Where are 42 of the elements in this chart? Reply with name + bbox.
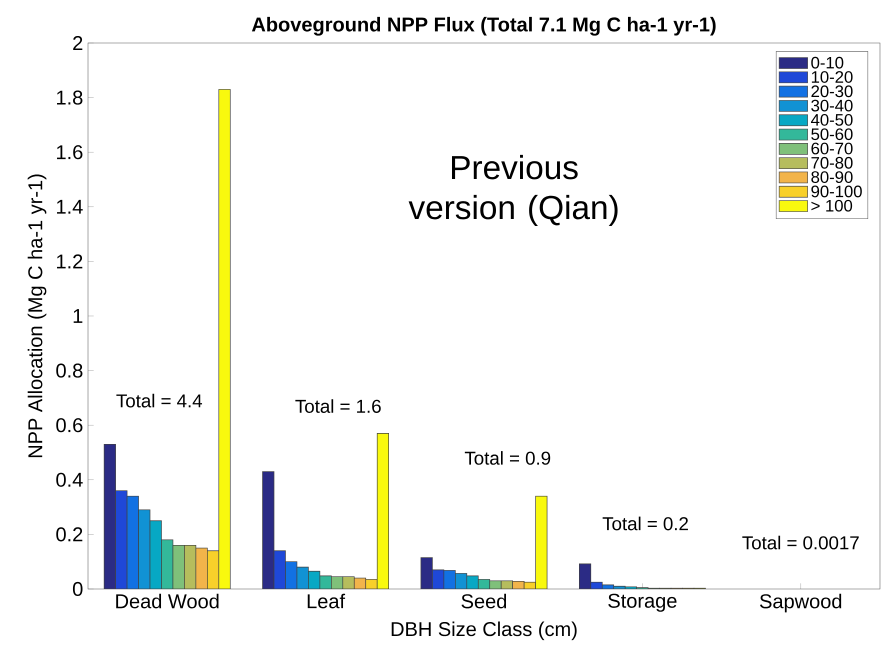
x-axis-title: DBH Size Class (cm) [392,621,577,640]
bar [172,544,185,589]
legend-label: 70-80 [811,156,853,169]
legend-label: 20-30 [811,85,853,98]
y-tick-label: 1.8 [57,90,82,105]
annotation: Previous version (Qian) [408,154,618,226]
legend-label: 60-70 [811,142,853,154]
chart-title: Aboveground NPP Flux (Total 7.1 Mg C ha-1 yr-1) [252,16,716,36]
legend-label: 80-90 [811,171,853,184]
bar [150,520,162,589]
y-tick-label: 0.2 [56,527,82,542]
y-axis-title: NPP Allocation (Mg C ha-1 yr-1) [28,174,46,458]
y-tick-label: 0.8 [56,364,82,378]
x-tick-label: Sapwood [760,594,842,612]
y-tick-label: 2 [73,36,82,50]
legend-label: 90-100 [811,186,862,198]
x-tick-label: Dead Wood [116,594,219,608]
legend-label: > 100 [811,200,852,212]
annotation: Total = 4.4 [116,394,202,408]
legend-label: 50-60 [811,128,853,140]
legend-label: 10-20 [812,71,853,83]
annotation: Total = 0.9 [464,451,550,465]
x-tick-label: Leaf [308,594,346,608]
y-tick-label: 1.2 [57,254,82,268]
legend-label: 40-50 [810,114,853,126]
annotation: Total = 0.2 [602,516,688,530]
bar [308,570,320,589]
legend-label: 30-40 [811,100,853,112]
y-tick-label: 0.4 [56,472,83,487]
annotation: Total = 1.6 [295,399,381,413]
y-tick-label: 1.6 [57,145,82,160]
legend-label: 0-10 [811,56,844,69]
y-tick-label: 1.4 [57,200,83,214]
bar [466,576,478,589]
bar [196,548,208,589]
x-tick-label: Storage [608,594,677,612]
x-tick-label: Seed [462,594,506,608]
y-tick-label: 0 [72,582,83,596]
y-tick-label: 0.6 [56,418,82,432]
annotation: Total = 0.0017 [742,536,859,550]
y-tick-label: 1 [74,309,82,323]
bar [331,576,343,589]
